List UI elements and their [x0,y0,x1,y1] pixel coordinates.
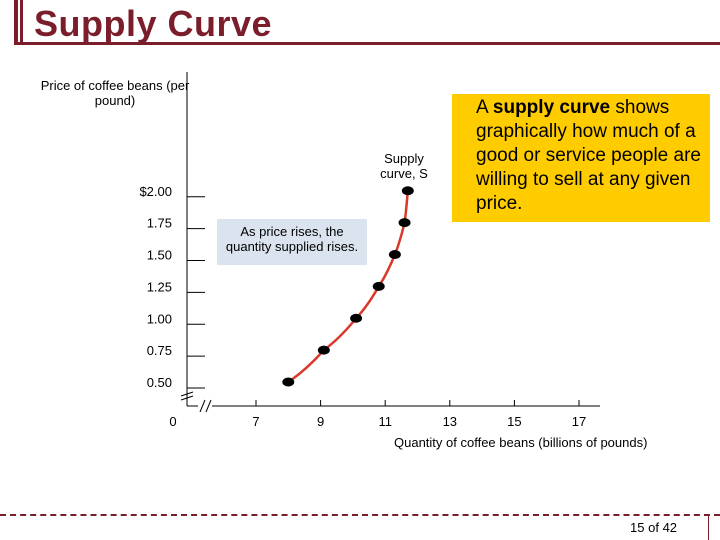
y-tick-label: 0.75 [147,343,172,358]
title-accent-bar-inner [20,0,23,44]
page-total: 42 [662,520,678,535]
x-axis-label: Quantity of coffee beans (billions of po… [394,435,648,450]
page-number: 15 of 42 [630,520,677,535]
supply-data-point [388,250,401,259]
y-tick-label: 1.50 [147,248,172,263]
slide-title: Supply Curve [34,3,273,44]
y-tick-label: 1.75 [147,216,172,231]
x-tick-label: 15 [507,414,521,429]
y-tick-label: 0.50 [147,375,172,390]
footer-divider [0,514,720,516]
definition-lead: A [476,97,493,118]
y-axis-break-mark [180,395,194,401]
supply-data-point [282,377,295,387]
supply-data-point [372,281,385,291]
supply-data-point [350,313,363,323]
page-current: 15 [630,520,645,535]
x-axis-break-mark [205,399,212,413]
callout-note: As price rises, the quantity supplied ri… [217,219,367,265]
series-label-supply: Supply curve, S [380,151,428,181]
title-underline [14,42,720,45]
x-tick-label: 11 [378,414,392,429]
x-tick-label: 7 [252,414,259,429]
x-tick-label: 9 [317,414,324,429]
supply-data-point [317,345,330,355]
supply-data-point [398,218,411,228]
x-tick-label: 17 [572,414,586,429]
title-accent-bar [14,0,18,44]
y-tick-label: 1.25 [147,279,172,294]
y-axis-label: Price of coffee beans (per pound) [40,78,190,108]
x-tick-label: 13 [443,414,457,429]
page-of: of [648,520,659,535]
y-tick-label: 1.00 [147,311,172,326]
definition-box: A supply curve shows graphically how muc… [452,94,710,222]
definition-text: shows graphically how much of a good or … [476,97,701,214]
y-axis-break-mark [180,391,194,397]
x-axis-break-mark [199,399,206,413]
y-tick-label: $2.00 [139,184,172,199]
origin-label: 0 [169,414,176,429]
supply-data-point [401,186,414,196]
definition-term: supply curve [492,97,611,118]
footer-edge-line [708,516,709,540]
